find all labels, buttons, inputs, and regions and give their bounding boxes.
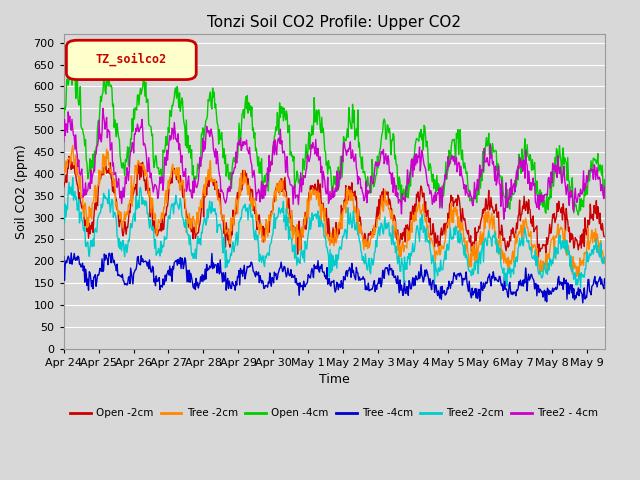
Text: TZ_soilco2: TZ_soilco2 (96, 53, 167, 66)
Legend: Open -2cm, Tree -2cm, Open -4cm, Tree -4cm, Tree2 -2cm, Tree2 - 4cm: Open -2cm, Tree -2cm, Open -4cm, Tree -4… (66, 404, 602, 422)
Y-axis label: Soil CO2 (ppm): Soil CO2 (ppm) (15, 144, 28, 239)
FancyBboxPatch shape (67, 40, 196, 80)
X-axis label: Time: Time (319, 373, 349, 386)
Title: Tonzi Soil CO2 Profile: Upper CO2: Tonzi Soil CO2 Profile: Upper CO2 (207, 15, 461, 30)
